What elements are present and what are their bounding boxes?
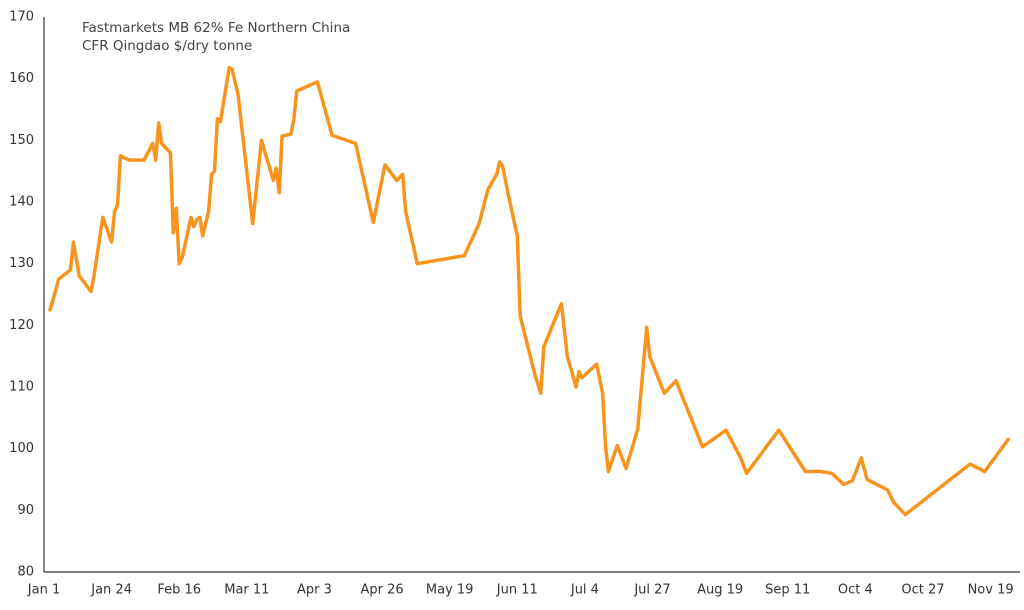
x-tick-label: Jul 27 [633, 583, 670, 598]
y-tick-label: 150 [9, 133, 34, 148]
y-tick-label: 80 [17, 565, 34, 580]
y-tick-label: 130 [9, 256, 34, 271]
y-tick-label: 160 [9, 71, 34, 86]
x-tick-label: Nov 19 [968, 583, 1014, 598]
x-tick-label: Jan 24 [90, 583, 132, 598]
price-line [48, 65, 1010, 517]
x-tick-label: Oct 27 [901, 583, 944, 598]
x-tick-label: Jun 11 [496, 583, 538, 598]
y-tick-label: 120 [9, 318, 34, 333]
y-tick-label: 100 [9, 441, 34, 456]
x-tick-label: Apr 26 [360, 583, 403, 598]
x-tick-label: Mar 11 [224, 583, 269, 598]
x-tick-label: Aug 19 [697, 583, 743, 598]
chart-title-line: Fastmarkets MB 62% Fe Northern China [82, 20, 350, 36]
x-tick-label: Jul 4 [570, 583, 599, 598]
chart-title-line: CFR Qingdao $/dry tonne [82, 38, 252, 54]
x-tick-label: Jan 1 [27, 583, 60, 598]
x-tick-label: Sep 11 [765, 583, 810, 598]
x-tick-label: Apr 3 [297, 583, 332, 598]
y-tick-label: 90 [17, 503, 34, 518]
x-tick-label: Feb 16 [157, 583, 201, 598]
x-tick-label: May 19 [426, 583, 474, 598]
y-tick-label: 110 [9, 380, 34, 395]
y-tick-label: 170 [9, 10, 34, 25]
y-tick-label: 140 [9, 195, 34, 210]
x-tick-label: Oct 4 [838, 583, 873, 598]
